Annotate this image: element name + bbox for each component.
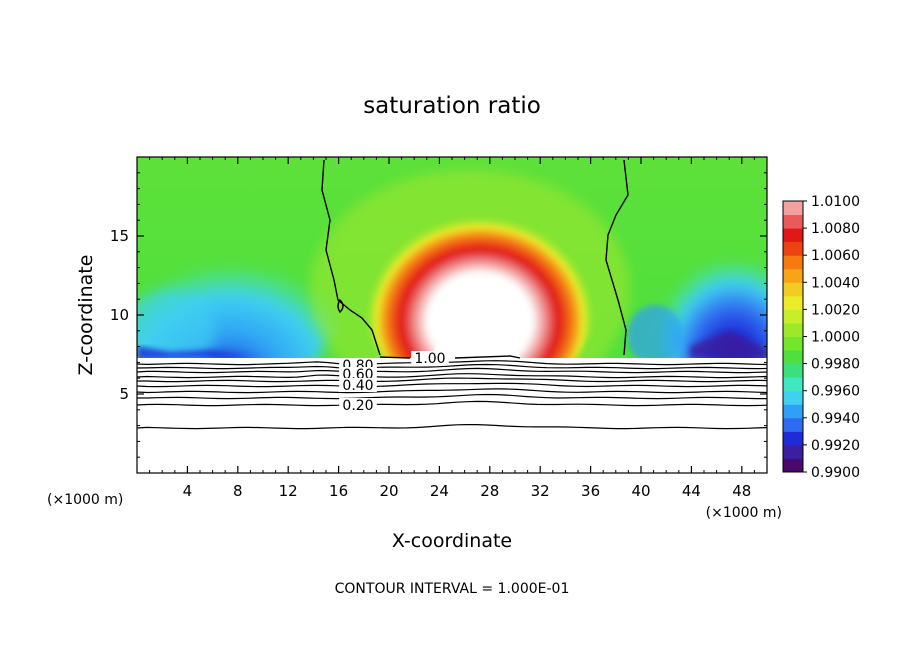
colorbar-label-8: 0.9940 — [811, 411, 860, 427]
x-axis-ticks: 4 8 12 16 20 24 28 32 36 40 44 48 — [149, 157, 755, 500]
contour-line-lower-3 — [136, 373, 768, 379]
contour-label-0: 1.00 — [414, 351, 445, 367]
contour-1-00-right — [605, 159, 629, 356]
colorbar-label-10: 0.9900 — [811, 465, 860, 481]
colorbar-segment-18 — [783, 214, 803, 229]
colorbar-segment-10 — [783, 322, 803, 337]
colorbar-segment-17 — [783, 228, 803, 243]
chart-title: saturation ratio — [363, 93, 541, 119]
x-tick-label-0: 4 — [183, 482, 193, 500]
colorbar-label-3: 1.0040 — [811, 275, 860, 291]
x-axis-label: X-coordinate — [392, 530, 512, 552]
x-tick-label-1: 8 — [233, 482, 243, 500]
contour-label-4: 0.20 — [342, 398, 373, 414]
contour-labels: 1.000.800.600.400.20 — [339, 351, 449, 414]
colorbar-label-4: 1.0020 — [811, 302, 860, 318]
x-tick-label-10: 44 — [682, 482, 701, 500]
y-axis-label: Z-coordinate — [75, 255, 97, 376]
colorbar-label-6: 0.9980 — [811, 357, 860, 373]
colorbar-segment-16 — [783, 241, 803, 256]
contour-line-lower-4 — [137, 377, 768, 383]
x-tick-label-9: 40 — [631, 482, 650, 500]
colorbar: 1.0100 1.0080 1.0060 1.0040 1.0020 1.0000 0.99… — [782, 194, 860, 481]
lower-contour-lines — [136, 360, 768, 430]
x-tick-label-11: 48 — [732, 482, 751, 500]
contour-line-lower-5 — [136, 382, 768, 388]
contour-1-00-left — [321, 159, 381, 356]
colorbar-segment-19 — [783, 201, 803, 216]
contour-interval-note: CONTOUR INTERVAL = 1.000E-01 — [335, 581, 570, 597]
x-tick-label-4: 20 — [379, 482, 398, 500]
contour-line-lower-8 — [136, 400, 768, 407]
colorbar-label-0: 1.0100 — [811, 194, 860, 210]
contour-label-bg-4 — [339, 398, 377, 412]
y-tick-label-1: 10 — [110, 306, 129, 324]
x-unit-label: (×1000 m) — [706, 505, 782, 521]
y-unit-label: (×1000 m) — [47, 492, 123, 508]
x-tick-label-8: 36 — [581, 482, 600, 500]
colorbar-segment-13 — [783, 282, 803, 297]
colorbar-label-7: 0.9960 — [811, 384, 860, 400]
colorbar-segment-9 — [783, 336, 803, 351]
colorbar-segment-3 — [783, 417, 803, 432]
colorbar-segment-0 — [783, 458, 803, 473]
colorbar-segment-5 — [783, 390, 803, 405]
y-axis-ticks: 5 10 15 — [110, 172, 767, 458]
contour-1-00-bottom — [379, 355, 521, 359]
x-tick-label-7: 32 — [531, 482, 550, 500]
y-tick-label-0: 5 — [119, 385, 129, 403]
contour-line-lower-7 — [137, 393, 767, 400]
contour-label-bg-2 — [339, 367, 377, 381]
colorbar-segment-14 — [783, 268, 803, 283]
colorbar-segment-6 — [783, 377, 803, 392]
colorbar-segment-12 — [783, 295, 803, 310]
contour-label-bg-3 — [339, 378, 377, 392]
colorbar-label-9: 0.9920 — [811, 438, 860, 454]
colorbar-label-1: 1.0080 — [811, 221, 860, 237]
colorbar-segment-4 — [783, 404, 803, 419]
contour-label-bg-0 — [411, 351, 449, 365]
colorbar-label-5: 1.0000 — [811, 330, 860, 346]
colorbar-segment-2 — [783, 431, 803, 446]
contour-lines — [321, 159, 629, 359]
contour-label-3: 0.40 — [342, 378, 373, 394]
colorbar-segment-1 — [783, 444, 803, 459]
saturation-field — [137, 157, 767, 473]
contour-line-lower-2 — [136, 367, 768, 374]
colorbar-segment-8 — [783, 350, 803, 365]
colorbar-segment-11 — [783, 309, 803, 324]
contour-line-lower-6 — [136, 388, 768, 394]
x-tick-label-6: 28 — [480, 482, 499, 500]
colorbar-segment-7 — [783, 363, 803, 378]
contour-line-lower-1 — [136, 363, 768, 370]
x-tick-label-2: 12 — [279, 482, 298, 500]
colorbar-segment-15 — [783, 255, 803, 270]
contour-1-00-small — [337, 298, 344, 314]
contour-line-lower-9 — [136, 424, 768, 430]
x-tick-label-5: 24 — [430, 482, 449, 500]
y-tick-label-2: 15 — [110, 227, 129, 245]
x-tick-label-3: 16 — [329, 482, 348, 500]
colorbar-label-2: 1.0060 — [811, 248, 860, 264]
contour-line-lower-0 — [136, 360, 768, 366]
